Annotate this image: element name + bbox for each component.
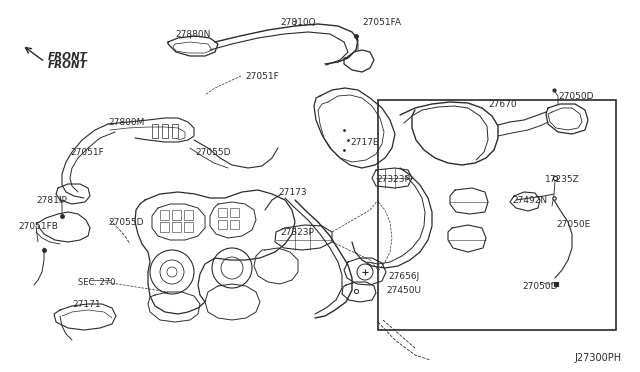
Bar: [184, 222, 193, 232]
Text: 2781IP: 2781IP: [36, 196, 67, 205]
Bar: [172, 210, 181, 220]
Text: 27055D: 27055D: [108, 218, 143, 227]
Text: FRONT: FRONT: [48, 52, 88, 62]
Bar: [230, 208, 239, 217]
Text: 27173: 27173: [278, 188, 307, 197]
Bar: [172, 124, 178, 138]
Bar: [160, 222, 169, 232]
Text: 27051F: 27051F: [70, 148, 104, 157]
Text: 2717E: 2717E: [350, 138, 378, 147]
Bar: [378, 100, 616, 330]
Text: 27050E: 27050E: [556, 220, 590, 229]
Text: 27492N: 27492N: [512, 196, 547, 205]
Bar: [184, 210, 193, 220]
Text: 27050D: 27050D: [522, 282, 557, 291]
Text: 27880N: 27880N: [175, 30, 211, 39]
Bar: [162, 124, 168, 138]
Bar: [172, 222, 181, 232]
Text: 17235Z: 17235Z: [545, 175, 580, 184]
Text: 27810Q: 27810Q: [280, 18, 316, 27]
Text: 27323P: 27323P: [376, 175, 410, 184]
Text: 27050D: 27050D: [558, 92, 593, 101]
Text: 27051FB: 27051FB: [18, 222, 58, 231]
Text: FRONT: FRONT: [48, 60, 88, 70]
Text: 27656J: 27656J: [388, 272, 419, 281]
Bar: [152, 124, 158, 138]
Text: 27670: 27670: [488, 100, 516, 109]
Bar: [218, 208, 227, 217]
Text: 27800M: 27800M: [108, 118, 145, 127]
Text: SEC. 270: SEC. 270: [78, 278, 115, 287]
Bar: [160, 210, 169, 220]
Text: 27055D: 27055D: [195, 148, 230, 157]
Bar: [230, 220, 239, 229]
Text: 27323P: 27323P: [280, 228, 314, 237]
Text: 27051F: 27051F: [245, 72, 279, 81]
Text: 27051FA: 27051FA: [362, 18, 401, 27]
Text: 27450U: 27450U: [386, 286, 421, 295]
Bar: [218, 220, 227, 229]
Text: 27171: 27171: [72, 300, 100, 309]
Text: J27300PH: J27300PH: [574, 353, 621, 363]
